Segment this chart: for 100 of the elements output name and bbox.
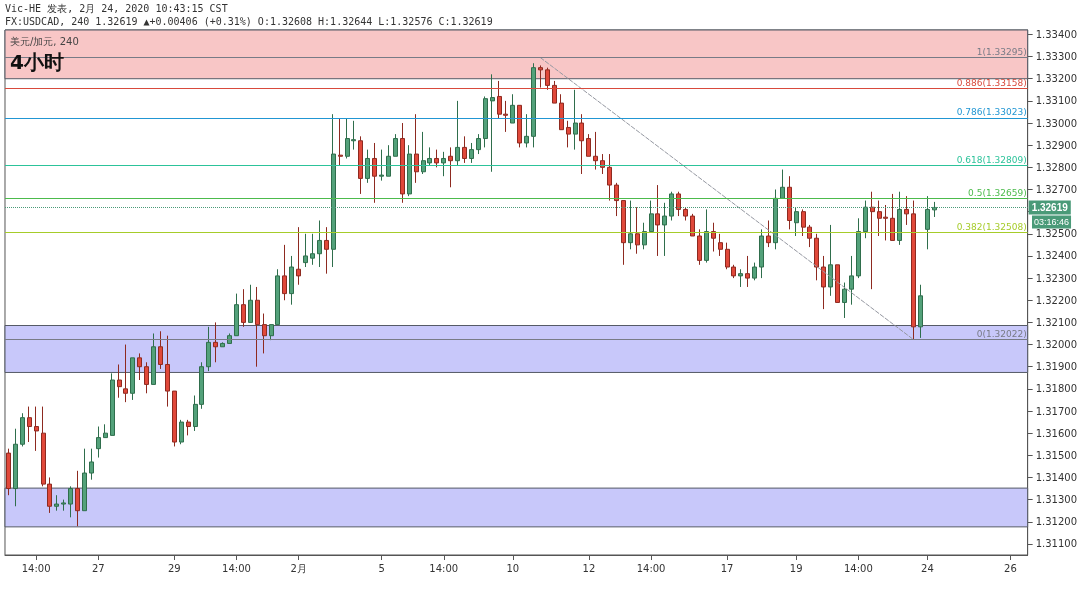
candlestick: [690, 213, 695, 237]
candlestick: [738, 268, 743, 288]
ref-line-label: 0.382(1.32508): [956, 221, 1027, 232]
candlestick: [600, 153, 605, 175]
candlestick: [213, 321, 218, 363]
candlestick: [697, 228, 702, 266]
candlestick: [441, 151, 446, 177]
ref-line-label: 1(1.33295): [976, 47, 1027, 58]
candlestick: [186, 419, 191, 436]
y-tick-label: 1.32500: [1035, 228, 1078, 240]
candlestick: [158, 330, 163, 370]
candlestick: [6, 448, 11, 496]
candlestick: [510, 93, 515, 124]
ref-line-label: 0.786(1.33023): [956, 107, 1027, 118]
y-tick-label: 1.32300: [1035, 272, 1078, 284]
x-tick-label: 19: [789, 562, 803, 574]
candlestick: [870, 191, 875, 290]
y-tick-label: 1.33200: [1035, 73, 1078, 85]
candlestick: [358, 135, 363, 195]
y-tick-label: 1.32800: [1035, 161, 1078, 173]
candlestick: [172, 390, 177, 447]
candlestick: [766, 220, 771, 248]
y-tick-label: 1.32100: [1035, 316, 1078, 328]
candlestick: [849, 255, 854, 306]
y-tick-label: 1.33100: [1035, 95, 1078, 107]
x-tick-label: 14:00: [843, 562, 873, 574]
y-tick-label: 1.31900: [1035, 361, 1078, 373]
candlestick: [386, 144, 391, 177]
candlestick: [179, 419, 184, 445]
candlestick: [745, 255, 750, 288]
y-tick-label: 1.31800: [1035, 383, 1078, 395]
y-tick-label: 1.32400: [1035, 250, 1078, 262]
candlestick: [683, 206, 688, 222]
candlestick: [462, 135, 467, 164]
candlestick: [821, 255, 826, 310]
candlestick: [103, 423, 108, 439]
y-tick-label: 1.32200: [1035, 294, 1078, 306]
candlestick: [407, 144, 412, 197]
candlestick: [96, 426, 101, 459]
text: Vic-HE 发表, 2月 24, 2020 10:43:15 CST: [5, 2, 228, 14]
candlestick: [904, 195, 909, 226]
candlestick: [814, 233, 819, 281]
candlestick: [566, 120, 571, 148]
candlestick: [455, 100, 460, 166]
candlestick: [13, 428, 18, 507]
y-tick-label: 1.32900: [1035, 139, 1078, 151]
text: FX:USDCAD, 240 1.32619 ▲+0.00406 (+0.31%) O:1.32608 H:1.32644 L:1.32576 C:1.32619: [5, 15, 493, 27]
x-tick-label: 12: [582, 562, 596, 574]
candlestick: [918, 284, 923, 339]
candlestick: [752, 262, 757, 281]
candlestick: [282, 244, 287, 301]
y-tick-label: 1.31500: [1035, 449, 1078, 461]
candlestick: [262, 313, 267, 354]
candlestick: [338, 118, 343, 166]
candlestick: [68, 485, 73, 518]
candlestick: [434, 149, 439, 168]
candlestick: [151, 332, 156, 385]
candlestick: [759, 228, 764, 279]
candlestick: [711, 222, 716, 253]
candlestick: [248, 284, 253, 323]
ref-line-label: 0(1.32022): [976, 329, 1027, 340]
candlestick: [289, 255, 294, 306]
candlestick: [54, 494, 59, 512]
candlestick: [61, 499, 66, 512]
candlestick: [255, 286, 260, 368]
candlestick: [614, 182, 619, 217]
x-tick-label: 5: [378, 562, 385, 574]
x-tick-label: 14:00: [429, 562, 459, 574]
candlestick: [234, 293, 239, 337]
y-tick-label: 1.33300: [1035, 51, 1078, 63]
candlestick: [469, 142, 474, 164]
candlestick: [828, 224, 833, 297]
candlestick: [483, 95, 488, 148]
candlestick: [82, 448, 87, 512]
candlestick: [842, 282, 847, 319]
candlestick: [621, 200, 626, 266]
candlestick: [365, 149, 370, 184]
candlestick: [372, 142, 377, 204]
candlestick: [130, 357, 135, 401]
candlestick: [206, 326, 211, 372]
text: 03:16:46: [1034, 216, 1070, 227]
candlestick: [559, 93, 564, 131]
candlestick: [296, 226, 301, 286]
candlestick: [490, 73, 495, 173]
x-tick-label: 29: [167, 562, 181, 574]
candlestick: [890, 193, 895, 241]
ref-line-label: 0.618(1.32809): [956, 154, 1027, 165]
x-tick-label: 24: [921, 562, 934, 574]
ref-line-label: 0.5(1.32659): [968, 188, 1027, 199]
candlestick: [27, 406, 32, 443]
ref-line-label: 0.886(1.33158): [956, 77, 1027, 88]
x-tick-label: 26: [1004, 562, 1017, 574]
candlestick: [34, 406, 39, 452]
candlestick: [704, 208, 709, 264]
x-tick-label: 27: [91, 562, 105, 574]
candlestick: [317, 220, 322, 268]
y-tick-label: 1.31400: [1035, 471, 1078, 483]
candlestick: [780, 169, 785, 199]
candlestick: [642, 222, 647, 250]
candlestick: [241, 288, 246, 328]
